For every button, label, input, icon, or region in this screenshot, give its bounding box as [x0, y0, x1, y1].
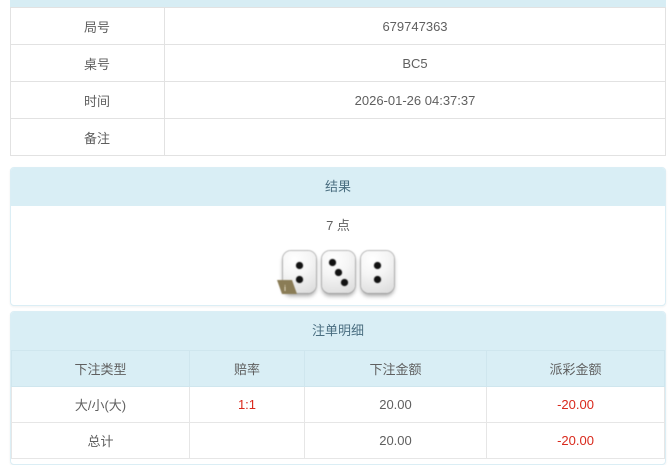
svg-text:i: i	[284, 284, 286, 293]
